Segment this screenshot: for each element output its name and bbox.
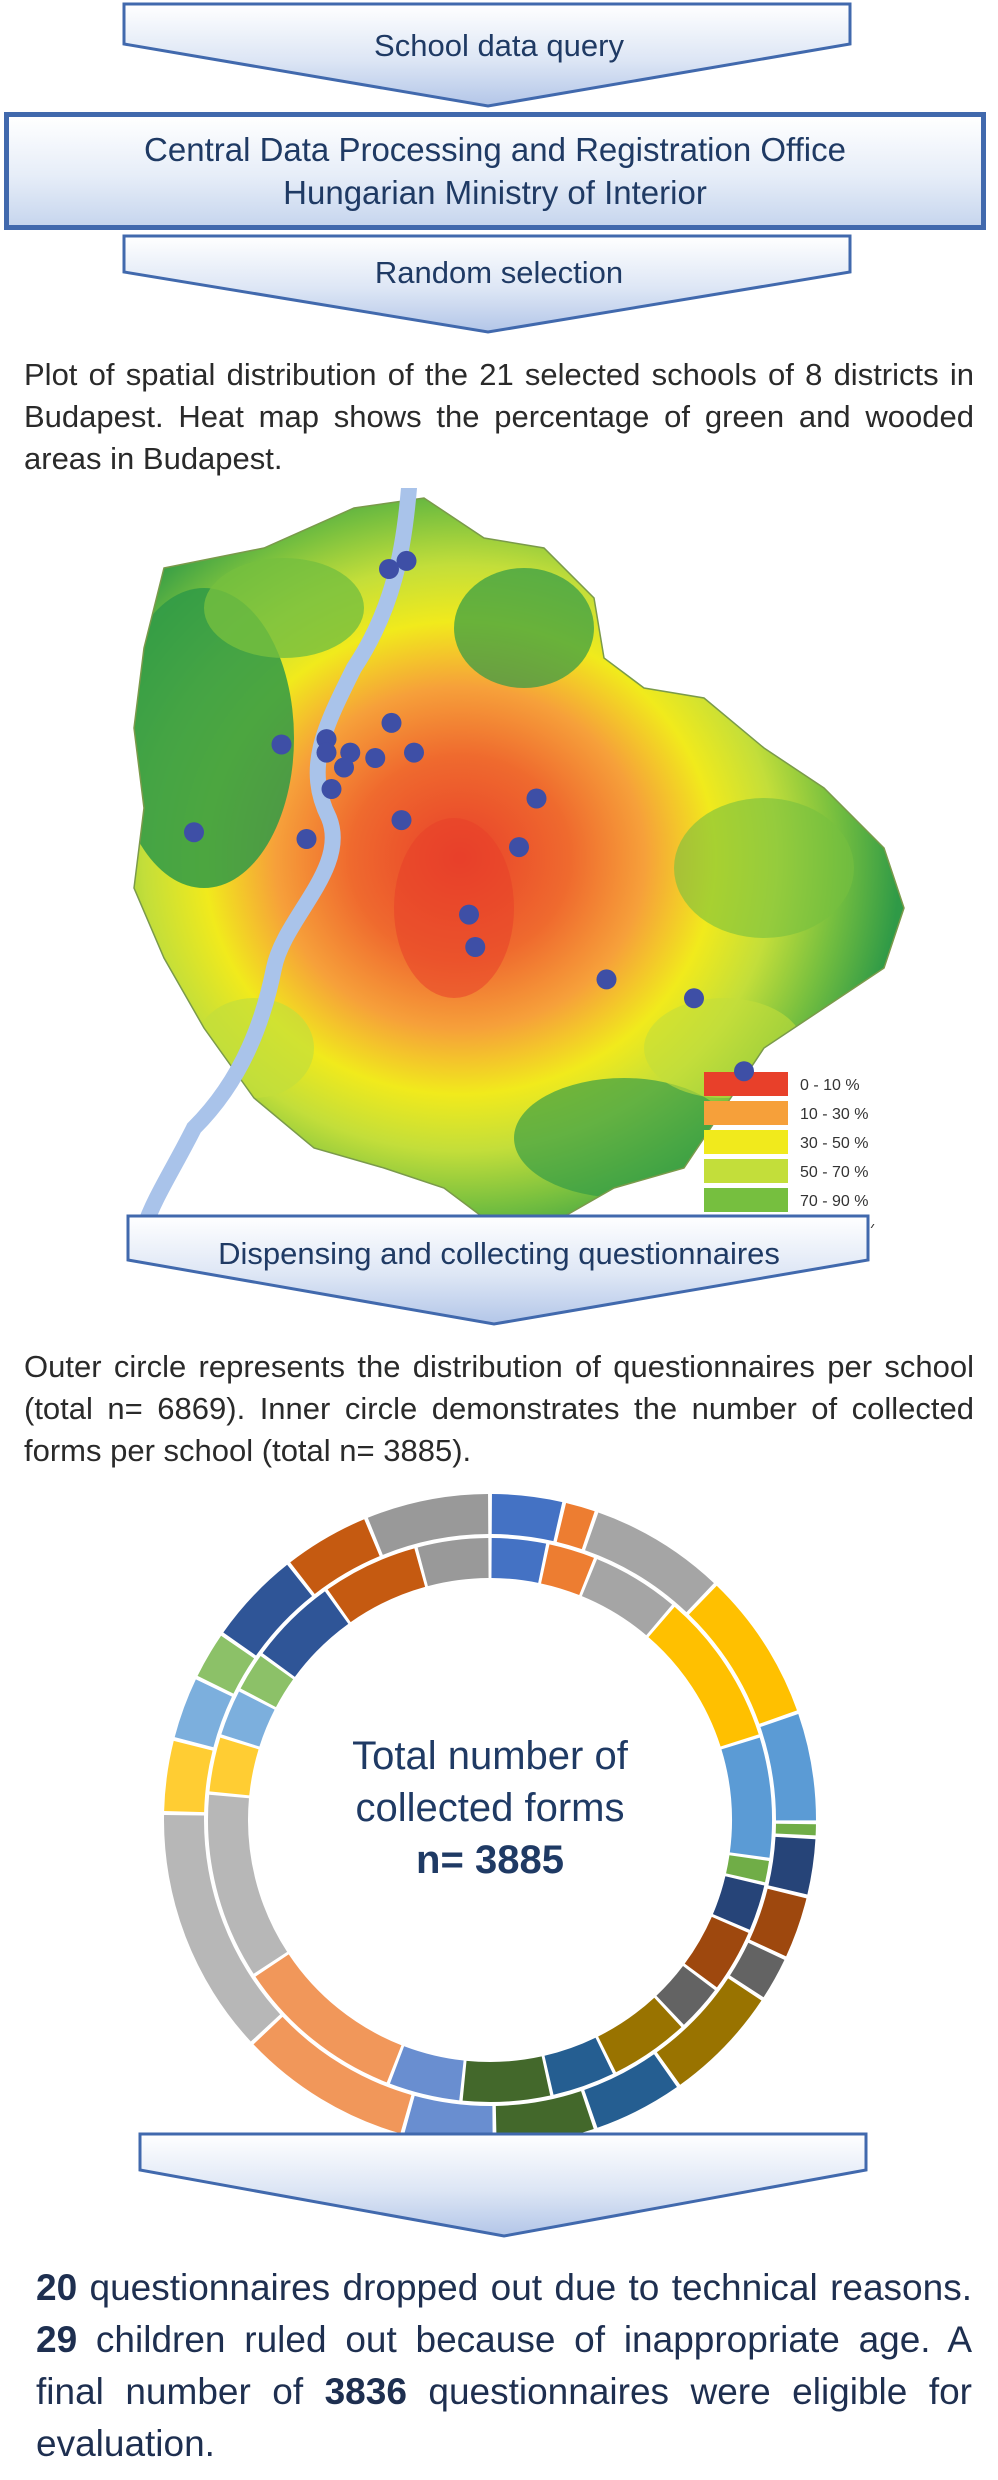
school-marker — [509, 837, 529, 858]
inner-ring-segment — [684, 1916, 749, 1988]
outer-ring-segment — [174, 1679, 232, 1748]
outer-ring-segment — [253, 2016, 412, 2134]
outer-ring-segment — [163, 1814, 281, 2042]
outer-ring-segment — [688, 1585, 797, 1724]
center-line-2: collected forms — [355, 1786, 625, 1830]
school-marker — [396, 550, 417, 571]
age-excluded-text: children ruled out because of inappropri… — [36, 2319, 972, 2412]
heat-map-legend: 0 - 10 % 10 - 30 % 30 - 50 % 50 - 70 % 70 - … — [704, 1072, 877, 1241]
age-excluded-count: 29 — [36, 2319, 78, 2360]
inner-ring-segment — [721, 1737, 772, 1858]
conclusion-text: 20 questionnaires dropped out due to tec… — [36, 2262, 972, 2470]
final-count: 3836 — [324, 2371, 407, 2412]
random-selection-label: Random selection — [374, 255, 624, 290]
inner-ring-segment — [648, 1606, 759, 1747]
inner-ring-segment — [712, 1876, 765, 1930]
outer-ring-segment — [223, 1564, 313, 1656]
registration-office-box: Central Data Processing and Registration… — [4, 112, 986, 230]
office-name-line: Central Data Processing and Registration… — [144, 131, 846, 168]
legend-swatch — [704, 1188, 788, 1212]
school-marker — [459, 904, 479, 925]
inner-ring-segment — [255, 1954, 402, 2083]
school-marker — [365, 748, 386, 768]
outer-ring-segment — [584, 2054, 677, 2128]
inner-ring-segment — [240, 1655, 294, 1708]
final-arrow — [0, 2130, 998, 2240]
school-data-query-arrow — [0, 0, 998, 110]
legend-label: 50 - 70 % — [800, 1164, 868, 1181]
questionnaire-donut-chart — [150, 1480, 830, 2160]
school-marker — [734, 1061, 754, 1082]
inner-ring-segment — [209, 1737, 259, 1796]
inner-ring-segment — [541, 1544, 594, 1596]
inner-ring-segment — [462, 2056, 551, 2102]
inner-ring-segment — [207, 1794, 288, 1974]
inner-ring-segment — [598, 1997, 682, 2073]
outer-ring-segment — [197, 1635, 255, 1694]
legend-label: 70 - 90 % — [800, 1193, 868, 1210]
inner-ring-segment — [389, 2046, 464, 2101]
inner-ring-segment — [656, 1965, 715, 2025]
donut-description: Outer circle represents the distribution… — [24, 1349, 974, 1468]
legend-swatch — [704, 1159, 788, 1183]
outer-ring-segment — [656, 1978, 762, 2085]
inner-ring-segment — [417, 1538, 489, 1587]
random-selection-arrow — [0, 232, 998, 336]
inner-ring-segment — [327, 1548, 426, 1623]
school-marker — [404, 742, 424, 763]
outer-ring-segment — [367, 1494, 489, 1555]
outer-ring-segment — [556, 1503, 595, 1550]
inner-ring-segment — [491, 1538, 547, 1583]
school-marker — [184, 822, 204, 843]
outer-ring-segment — [491, 1494, 563, 1542]
legend-label: 0 - 10 % — [800, 1077, 860, 1094]
legend-swatch — [704, 1101, 788, 1125]
outer-ring-segment — [768, 1836, 816, 1895]
dispensing-label: Dispensing and collecting questionnaires — [218, 1236, 780, 1271]
school-marker — [381, 712, 402, 733]
inner-ring-segment — [581, 1559, 673, 1636]
inner-ring-segment — [726, 1855, 769, 1883]
school-marker — [316, 742, 337, 763]
budapest-heat-map: 0 - 10 % 10 - 30 % 30 - 50 % 50 - 70 % 70 - … — [124, 480, 924, 1241]
donut-center-text: Total number of collected forms n= 3885 — [150, 1730, 830, 1886]
outer-ring-segment — [749, 1888, 807, 1957]
outer-ring-segment — [495, 2091, 594, 2146]
outer-ring-segment — [760, 1714, 816, 1821]
inner-ring-segment — [221, 1691, 275, 1747]
inner-ring-segment — [544, 2037, 613, 2095]
inner-ring-segment — [262, 1591, 349, 1677]
school-marker — [321, 779, 342, 800]
ministry-name-line: Hungarian Ministry of Interior — [283, 174, 707, 211]
danube-river — [136, 480, 417, 1236]
legend-swatch — [704, 1130, 788, 1154]
center-line-1: Total number of — [352, 1734, 628, 1778]
dispensing-arrow — [0, 1212, 998, 1328]
school-marker — [391, 810, 412, 831]
school-markers — [184, 550, 754, 1082]
legend-label: 10 - 30 % — [800, 1106, 868, 1123]
school-marker — [271, 734, 292, 755]
school-marker — [465, 937, 486, 957]
map-description: Plot of spatial distribution of the 21 s… — [24, 357, 974, 476]
outer-ring-segment — [775, 1823, 816, 1836]
school-marker — [526, 788, 547, 809]
school-marker — [296, 829, 317, 849]
school-data-query-label: School data query — [374, 28, 624, 63]
dropped-count: 20 — [36, 2267, 78, 2308]
final-text: questionnaires were eligible for evaluat… — [36, 2371, 972, 2464]
outer-ring-segment — [585, 1512, 714, 1613]
center-value: n= 3885 — [416, 1838, 564, 1882]
school-marker — [379, 559, 399, 579]
outer-ring-segment — [290, 1519, 380, 1594]
outer-ring-segment — [730, 1942, 785, 1998]
legend-label: 30 - 50 % — [800, 1135, 868, 1152]
outer-ring-segment — [164, 1740, 213, 1813]
school-marker — [596, 969, 617, 990]
school-marker — [684, 988, 704, 1009]
dropped-text: questionnaires dropped out due to techni… — [77, 2267, 973, 2308]
school-marker — [334, 757, 354, 778]
